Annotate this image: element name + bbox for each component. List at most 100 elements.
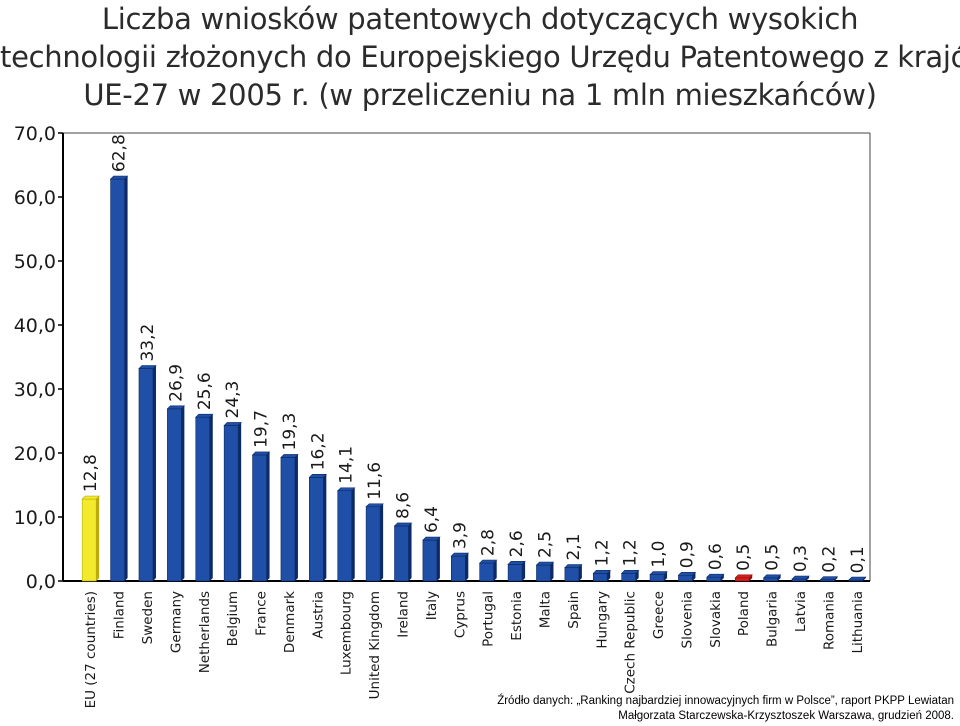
data-label-denmark: 19,3: [280, 413, 300, 451]
bar-ireland: [394, 525, 409, 582]
x-tick-label-finland: Finland: [112, 591, 128, 639]
data-label-italy: 6,4: [422, 506, 442, 533]
bar-luxembourg: [337, 490, 353, 582]
x-tick-label-luxembourg: Luxembourg: [339, 591, 355, 675]
bar-side-france: [266, 451, 270, 581]
x-tick-label-czech-republic: Czech Republic: [623, 591, 639, 694]
data-label-estonia: 2,6: [507, 530, 527, 557]
y-tick-label: 0,0: [26, 571, 56, 593]
x-tick-label-ireland: Ireland: [396, 591, 412, 638]
x-tick-label-netherlands: Netherlands: [197, 591, 213, 673]
x-tick-label-slovenia: Slovenia: [679, 591, 695, 648]
data-label-france: 19,7: [252, 410, 272, 448]
data-label-romania: 0,2: [819, 546, 839, 573]
bar-malta: [536, 564, 551, 582]
x-tick-label-malta: Malta: [537, 591, 553, 628]
bar-slovenia: [678, 574, 693, 582]
x-tick-label-denmark: Denmark: [282, 591, 298, 653]
source-note-line-2: Małgorzata Starczewska-Krzysztoszek Wars…: [618, 710, 954, 722]
bar-side-germany: [181, 405, 185, 581]
data-label-spain: 2,1: [564, 534, 584, 561]
x-tick-label-lithuania: Lithuania: [850, 591, 866, 654]
source-note: Źródło danych: „Ranking najbardziej inno…: [497, 694, 954, 724]
bar-austria: [309, 477, 324, 582]
x-tick-label-italy: Italy: [424, 591, 440, 620]
x-tick-label-belgium: Belgium: [225, 591, 241, 646]
bar-side-czech-republic: [635, 570, 639, 581]
bar-side-belgium: [238, 422, 242, 581]
bar-side-romania: [834, 576, 838, 581]
y-tick-label: 70,0: [14, 123, 56, 145]
bar-top-sweden: [138, 365, 157, 369]
bar-finland: [110, 178, 125, 582]
data-label-luxembourg: 14,1: [337, 446, 357, 484]
bar-side-portugal: [493, 560, 497, 581]
data-label-malta: 2,5: [535, 531, 555, 558]
data-label-lithuania: 0,1: [848, 546, 868, 573]
bar-netherlands: [195, 416, 211, 582]
x-tick-label-poland: Poland: [736, 591, 752, 636]
data-label-eu-27-countries: 12,8: [81, 454, 101, 492]
bar-side-netherlands: [209, 414, 213, 581]
y-tick-label: 40,0: [14, 315, 56, 337]
x-tick-label-united-kingdom: United Kingdom: [367, 591, 383, 699]
x-tick-label-bulgaria: Bulgaria: [765, 591, 781, 647]
y-tick-label: 50,0: [14, 251, 56, 273]
bar-side-eu-27-countries: [96, 496, 100, 581]
bar-side-luxembourg: [351, 487, 355, 581]
data-label-finland: 62,8: [110, 134, 130, 172]
bar-side-poland: [749, 574, 753, 581]
data-label-netherlands: 25,6: [195, 372, 215, 410]
bar-side-cyprus: [465, 553, 469, 581]
bar-side-greece: [664, 571, 668, 581]
x-tick-label-eu-27-countries: EU (27 countries): [83, 591, 99, 708]
bar-top-belgium: [223, 422, 242, 426]
bar-side-united-kingdom: [380, 503, 384, 581]
data-label-united-kingdom: 11,6: [365, 462, 385, 500]
x-tick-label-estonia: Estonia: [509, 591, 525, 641]
bar-side-bulgaria: [777, 574, 781, 581]
bar-side-finland: [124, 176, 128, 581]
bar-side-slovakia: [720, 574, 724, 581]
data-label-poland: 0,5: [734, 544, 754, 571]
bar-side-hungary: [607, 570, 611, 581]
bar-side-austria: [323, 474, 327, 581]
x-tick-label-spain: Spain: [566, 591, 582, 629]
bar-top-netherlands: [195, 413, 214, 418]
bar-side-lithuania: [862, 577, 866, 581]
data-label-belgium: 24,3: [223, 381, 243, 419]
y-tick-label: 60,0: [14, 187, 56, 209]
y-tick-label: 20,0: [14, 443, 56, 465]
bar-side-malta: [550, 562, 554, 581]
bar-side-sweden: [152, 365, 156, 581]
x-tick-label-germany: Germany: [168, 591, 184, 653]
bar-czech-republic: [621, 573, 636, 582]
x-tick-label-austria: Austria: [310, 591, 326, 639]
bar-united-kingdom: [365, 506, 381, 582]
bar-greece: [649, 574, 665, 582]
x-tick-label-latvia: Latvia: [793, 591, 809, 632]
bar-side-denmark: [294, 454, 298, 581]
bar-slovakia: [706, 576, 722, 582]
data-label-slovakia: 0,6: [706, 543, 726, 570]
y-tick-label: 10,0: [14, 507, 56, 529]
bar-belgium: [223, 425, 239, 582]
data-label-germany: 26,9: [166, 364, 186, 402]
x-tick-label-romania: Romania: [821, 591, 837, 650]
data-label-hungary: 1,2: [592, 539, 612, 566]
bar-estonia: [507, 564, 523, 582]
bar-side-estonia: [522, 561, 526, 581]
bar-side-slovenia: [692, 572, 696, 581]
y-tick-label: 30,0: [14, 379, 56, 401]
x-tick-label-greece: Greece: [651, 591, 667, 639]
chart-title: Liczba wniosków patentowych dotyczących …: [0, 0, 960, 114]
data-label-sweden: 33,2: [138, 324, 158, 362]
data-label-cyprus: 3,9: [450, 522, 470, 549]
bar-italy: [422, 539, 438, 582]
data-label-austria: 16,2: [308, 432, 328, 470]
data-label-czech-republic: 1,2: [621, 539, 641, 566]
bar-top-germany: [166, 405, 186, 410]
data-label-portugal: 2,8: [479, 529, 499, 556]
chart-title-line-2: technologii złożonych do Europejskiego U…: [0, 40, 960, 74]
